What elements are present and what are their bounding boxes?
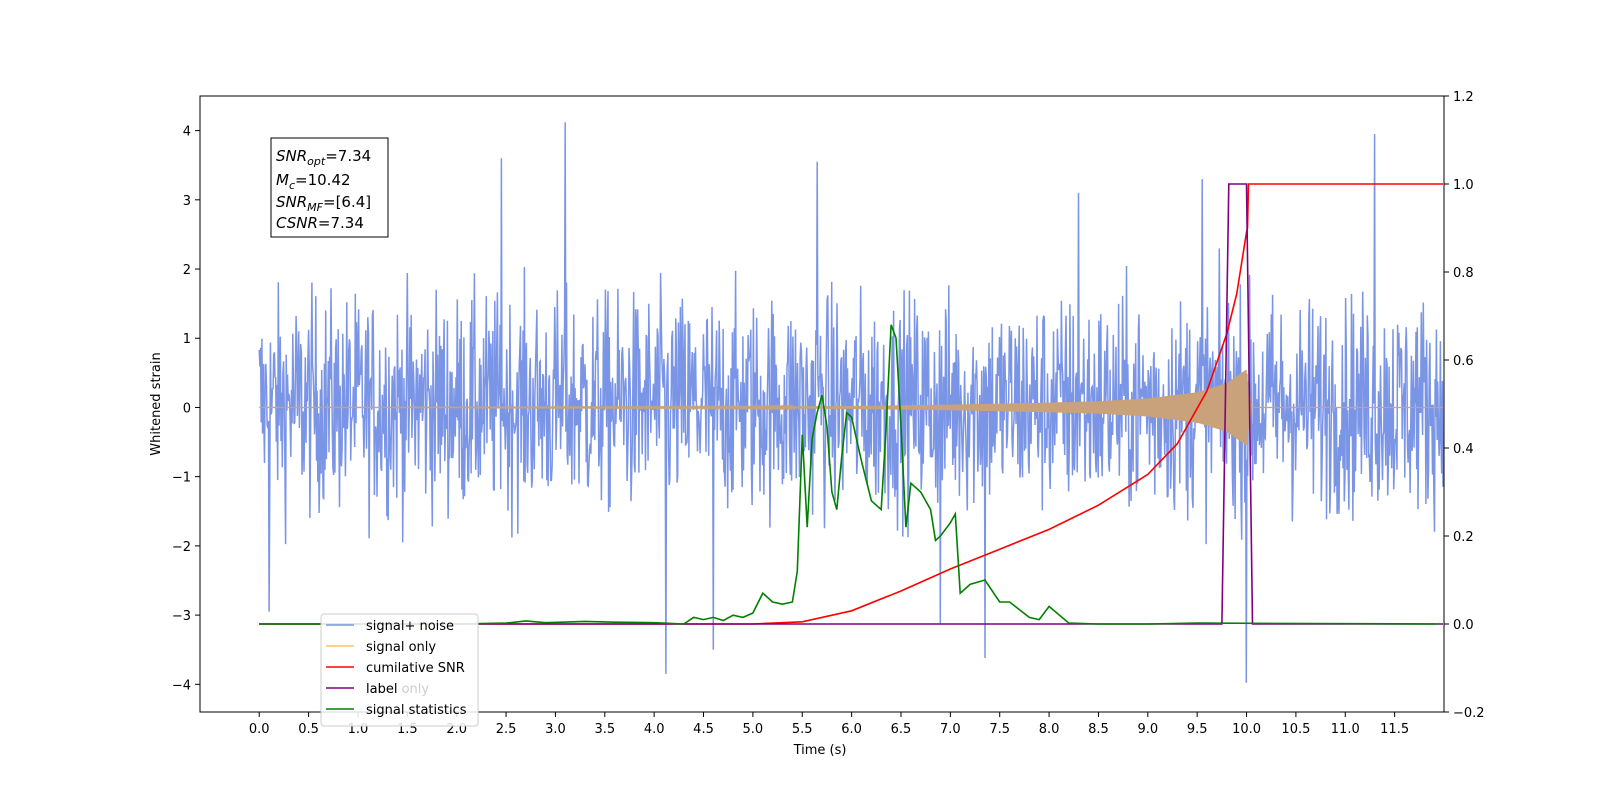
legend-hidden-label: label only xyxy=(366,682,429,697)
x-tick-label: 7.0 xyxy=(940,722,961,737)
x-tick-label: 6.5 xyxy=(891,722,912,737)
x-tick-label: 11.0 xyxy=(1331,722,1360,737)
x-tick-label: 4.5 xyxy=(693,722,714,737)
y-left-tick-label: −4 xyxy=(172,678,191,693)
y-axis-label: Whitened strain xyxy=(149,352,164,455)
y-left-tick-label: 3 xyxy=(183,194,191,209)
plot-series-layer xyxy=(258,122,1444,683)
x-axis-label: Time (s) xyxy=(793,743,847,758)
legend-label-label: label xyxy=(366,682,397,697)
series-signal-only xyxy=(259,369,1443,445)
x-tick-label: 3.0 xyxy=(545,722,566,737)
y-left-tick-label: 4 xyxy=(183,125,191,140)
annotation-snr-mf: SNRMF=[6.4] xyxy=(276,193,371,214)
y-axis-right: 1.2 1.0 0.8 0.6 0.4 0.2 0.0 −0.2 xyxy=(1444,90,1485,721)
legend-label-signal-statistics: signal statistics xyxy=(366,703,467,718)
plot-frame xyxy=(199,95,1445,713)
x-tick-label: 7.5 xyxy=(989,722,1010,737)
x-tick-label: 10.0 xyxy=(1232,722,1261,737)
y-left-tick-label: −1 xyxy=(172,471,191,486)
series-signal-statistics xyxy=(259,324,1438,625)
x-axis: 0.0 0.5 1.0 1.5 2.0 2.5 3.0 3.5 4.0 4.5 5.0 5.5 6.0 6… xyxy=(249,712,1409,737)
stats-annotation: SNRopt=7.34 Mc=10.42 SNRMF=[6.4] CSNR=7.… xyxy=(270,137,389,238)
y-right-tick-label: 1.2 xyxy=(1453,90,1474,105)
legend: label only signal+ noise signal only cum… xyxy=(320,613,479,727)
y-left-tick-label: −3 xyxy=(172,609,191,624)
y-left-tick-label: 2 xyxy=(183,263,191,278)
x-tick-label: 9.5 xyxy=(1187,722,1208,737)
annotation-snr-opt: SNRopt=7.34 xyxy=(276,147,371,168)
x-tick-label: 9.0 xyxy=(1137,722,1158,737)
annotation-chirp-mass: Mc=10.42 xyxy=(276,171,351,192)
y-right-tick-label: 0.6 xyxy=(1453,354,1474,369)
annotation-box xyxy=(270,137,389,238)
x-tick-label: 4.0 xyxy=(644,722,665,737)
y-right-tick-label: 0.4 xyxy=(1453,442,1474,457)
x-tick-label: 5.5 xyxy=(792,722,813,737)
legend-label-signal-only: signal only xyxy=(366,640,436,655)
x-tick-label: 8.5 xyxy=(1088,722,1109,737)
x-tick-label: 8.0 xyxy=(1039,722,1060,737)
x-tick-label: 0.0 xyxy=(249,722,270,737)
x-tick-label: 2.5 xyxy=(496,722,517,737)
y-left-tick-label: 1 xyxy=(183,332,191,347)
legend-label-signal-noise: signal+ noise xyxy=(366,619,454,634)
y-right-tick-label: 0.2 xyxy=(1453,530,1474,545)
x-tick-label: 6.0 xyxy=(841,722,862,737)
annotation-csnr: CSNR=7.34 xyxy=(276,214,364,232)
x-tick-label: 3.5 xyxy=(594,722,615,737)
y-right-tick-label: −0.2 xyxy=(1453,706,1485,721)
x-tick-label: 11.5 xyxy=(1380,722,1409,737)
y-left-tick-label: 0 xyxy=(183,401,191,416)
y-right-tick-label: 1.0 xyxy=(1453,178,1474,193)
y-right-tick-label: 0.0 xyxy=(1453,618,1474,633)
y-left-tick-label: −2 xyxy=(172,540,191,555)
x-tick-label: 5.0 xyxy=(743,722,764,737)
legend-box xyxy=(320,613,479,727)
x-tick-label: 0.5 xyxy=(298,722,319,737)
legend-label-cumulative-snr: cumilative SNR xyxy=(366,661,465,676)
y-right-tick-label: 0.8 xyxy=(1453,266,1474,281)
x-tick-label: 10.5 xyxy=(1281,722,1310,737)
y-axis-left: 4 3 2 1 0 −1 −2 −3 −4 xyxy=(172,125,200,693)
